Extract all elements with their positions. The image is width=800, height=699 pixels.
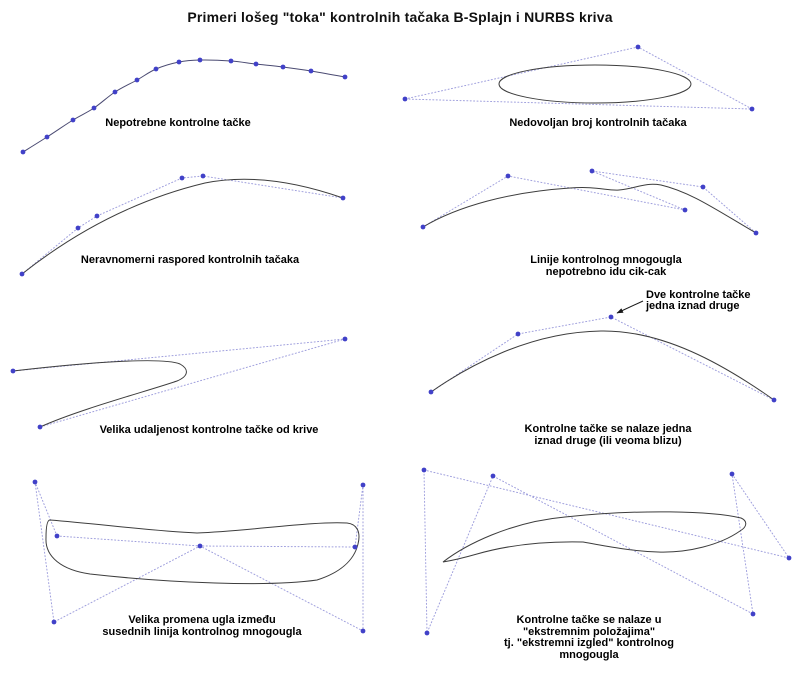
spline-curve [21,178,344,275]
spline-curve [45,519,360,585]
control-point [360,628,366,634]
control-point [490,473,496,479]
control-point [10,368,16,374]
control-point [44,134,50,140]
control-point [197,543,203,549]
control-point [54,533,60,539]
control-polygon [430,316,775,401]
control-point [308,68,314,74]
control-point [153,66,159,72]
extreme-positions-figure [421,467,792,636]
sharp-angle-change-figure [32,479,366,634]
control-point [360,482,366,488]
unnecessary-points-figure [20,57,348,155]
control-polygon [423,469,791,634]
annotation-two-stacked-points: Dve kontrolne tačke jedna iznad druge [646,289,751,312]
control-point [635,44,641,50]
caption-sharp-angle-change: Velika promena ugla između susednih lini… [102,614,302,638]
control-point [228,58,234,64]
control-point [700,184,706,190]
stacked-points-figure [428,300,777,403]
control-polygon [404,46,753,110]
control-polygon [56,535,356,548]
control-point [420,224,426,230]
control-point [342,74,348,80]
control-point [32,479,38,485]
control-point [134,77,140,83]
page-title: Primeri lošeg "toka" kontrolnih tačaka B… [187,9,613,25]
control-point [402,96,408,102]
control-point [70,117,76,123]
spline-curve [498,64,692,104]
caption-zigzag-polygon: Linije kontrolnog mnogougla nepotrebno i… [530,254,682,278]
spline-curve [12,360,187,428]
control-point [505,173,511,179]
spline-curve [422,183,757,234]
control-point [753,230,759,236]
control-point [280,64,286,70]
spline-curve [442,511,747,563]
control-point [94,213,100,219]
far-control-point-figure [10,336,348,430]
control-point [682,207,688,213]
caption-unnecessary-points: Nepotrebne kontrolne tačke [105,117,251,129]
control-polygon [422,170,757,234]
uneven-distribution-figure [19,173,346,277]
control-point [112,89,118,95]
control-point [179,175,185,181]
control-point [428,389,434,395]
spline-curve [430,330,775,401]
control-point [424,630,430,636]
control-point [91,105,97,111]
control-point [176,59,182,65]
control-point [253,61,259,67]
control-point [75,225,81,231]
annotation-arrow [616,300,644,314]
control-point [51,619,57,625]
caption-extreme-positions: Kontrolne tačke se nalaze u "ekstremnim … [504,614,674,661]
control-point [20,149,26,155]
control-point [786,555,792,561]
control-point [197,57,203,63]
control-polygon [12,338,346,428]
control-point [37,424,43,430]
control-polygon [34,481,364,632]
spline-curve [22,59,346,153]
caption-insufficient-points: Nedovoljan broj kontrolnih tačaka [509,117,687,129]
control-point [340,195,346,201]
control-point [200,173,206,179]
caption-stacked-points: Kontrolne tačke se nalaze jedna iznad dr… [524,423,692,447]
control-point [608,314,614,320]
control-point [589,168,595,174]
control-point [750,611,756,617]
control-point [342,336,348,342]
control-point [749,106,755,112]
control-point [515,331,521,337]
caption-uneven-distribution: Neravnomerni raspored kontrolnih tačaka [80,254,300,266]
control-point [729,471,735,477]
zigzag-polygon-figure [420,168,759,236]
control-point [19,271,25,277]
insufficient-points-figure [402,44,755,112]
control-point [771,397,777,403]
control-point [421,467,427,473]
control-point [352,544,358,550]
caption-far-control-point: Velika udaljenost kontrolne tačke od kri… [99,424,319,436]
